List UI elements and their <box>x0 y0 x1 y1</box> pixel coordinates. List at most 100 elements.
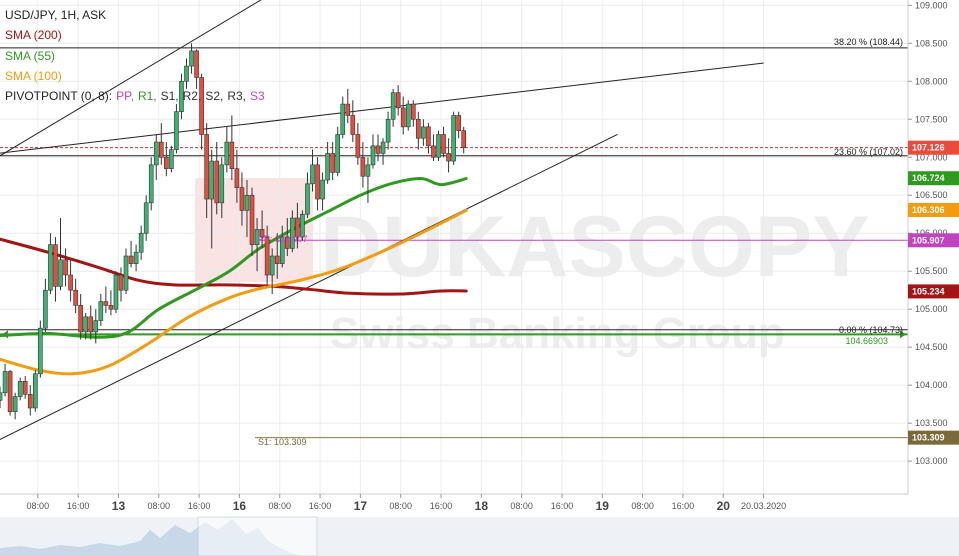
candle-body <box>153 141 159 166</box>
y-tick-label: 108.500 <box>915 38 948 48</box>
candle-body <box>53 244 58 287</box>
candles <box>0 43 467 420</box>
candle-down <box>461 126 467 154</box>
candle-body <box>410 103 416 120</box>
price-badge-label: 107.126 <box>912 143 945 153</box>
candle-up <box>148 157 154 211</box>
candle-body <box>254 229 260 245</box>
x-tick-label: 13 <box>112 499 126 513</box>
candle-down <box>426 123 431 154</box>
candle-up <box>405 100 411 131</box>
candle-down <box>295 202 300 249</box>
x-tick-label: 08:00 <box>389 501 412 511</box>
candle-up <box>254 218 260 272</box>
candle-up <box>380 138 386 165</box>
candle-body <box>169 149 174 169</box>
x-tick-label: 19 <box>596 499 610 513</box>
fib-38-label: 38.20 % (108.44) <box>834 37 903 47</box>
candle-up <box>300 210 305 241</box>
s1-label: S1: 103.309 <box>258 437 307 447</box>
candle-down <box>103 286 109 313</box>
candle-body <box>118 274 124 291</box>
candle-down <box>456 111 461 139</box>
x-axis[interactable]: 08:00 16:00 13 08:00 16:00 16 08:00 16:00 17 08:0… <box>27 494 787 513</box>
candle-down <box>249 187 255 257</box>
candle-up <box>370 134 376 169</box>
candle-body <box>204 134 209 200</box>
price-badge-box <box>908 430 959 445</box>
candle-up <box>390 88 396 127</box>
candle-up <box>133 244 139 272</box>
y-tick-label: 108.000 <box>915 76 948 86</box>
sma-200-line <box>0 237 468 296</box>
trendline-channel-mid <box>0 62 764 154</box>
candle-body <box>148 164 154 204</box>
price-badge-label: 105.234 <box>912 286 945 296</box>
candle-body <box>259 229 265 238</box>
candle-down <box>229 115 235 181</box>
navigator-window[interactable] <box>197 516 318 556</box>
candle-body <box>456 115 461 131</box>
y-tick-label: 103.000 <box>915 456 948 466</box>
candle-down <box>274 233 280 279</box>
legend-sma-200: SMA (200) <box>5 28 62 42</box>
x-tick-label: 16:00 <box>67 501 90 511</box>
x-tick-label: 16:00 <box>672 501 695 511</box>
candle-down <box>431 134 436 162</box>
candle-down <box>88 305 94 340</box>
candle-up <box>325 142 330 184</box>
navigator[interactable] <box>0 516 959 556</box>
candle-down <box>416 111 421 150</box>
candle-body <box>305 183 310 215</box>
price-badge-label: 106.306 <box>912 205 945 215</box>
candle-body <box>164 156 169 169</box>
candle-up <box>365 157 371 203</box>
candle-body <box>108 305 114 310</box>
candle-body <box>184 65 189 82</box>
candle-body <box>7 371 13 413</box>
candle-body <box>390 92 396 120</box>
x-tick-label: 20.03.2020 <box>741 501 786 511</box>
price-badge: 105.234 <box>908 284 959 299</box>
candle-body <box>98 301 104 321</box>
candle-up <box>58 218 63 291</box>
candle-body <box>234 168 240 188</box>
x-tick-label: 16:00 <box>551 501 574 511</box>
candle-down <box>330 142 335 181</box>
price-badge: 106.306 <box>908 202 959 217</box>
trendline-channel-lower <box>0 134 618 440</box>
candle-body <box>279 236 285 264</box>
candle-down <box>73 278 78 313</box>
candle-body <box>325 153 330 181</box>
candle-up <box>0 386 3 408</box>
candle-body <box>431 145 436 158</box>
candle-body <box>330 153 335 173</box>
legend-pivot-s3: S3 <box>250 89 265 103</box>
candle-body <box>0 392 3 401</box>
candle-up <box>174 104 179 154</box>
candle-body <box>295 217 300 238</box>
candle-body <box>194 50 199 78</box>
candle-down <box>350 100 356 143</box>
candle-body <box>400 107 406 128</box>
legend: USD/JPY, 1H, ASK SMA (200) SMA (55) SMA … <box>5 8 265 103</box>
price-badges: 107.126 106.724 106.306 105.907 105.234 103.3… <box>908 140 959 445</box>
x-tick-label: 16:00 <box>188 501 211 511</box>
candle-body <box>380 141 386 154</box>
candle-body <box>93 320 99 333</box>
candle-up <box>153 134 159 181</box>
sma-series <box>0 177 468 376</box>
candle-up <box>184 58 189 89</box>
y-tick-label: 106.500 <box>915 190 948 200</box>
candle-up <box>436 130 441 162</box>
candle-body <box>441 134 446 154</box>
candle-body <box>224 141 230 166</box>
candle-up <box>290 210 295 253</box>
pp-label: PP: 105.907 <box>258 234 308 244</box>
legend-pivot-s1: S1, <box>161 89 179 103</box>
y-axis[interactable]: 103.000 103.500 104.000 104.500 105.000 105.5… <box>908 0 948 466</box>
watermark-brand: DUKASCOPY <box>320 199 870 295</box>
candle-down <box>441 126 446 158</box>
candle-body <box>385 118 391 143</box>
candle-body <box>38 327 43 375</box>
